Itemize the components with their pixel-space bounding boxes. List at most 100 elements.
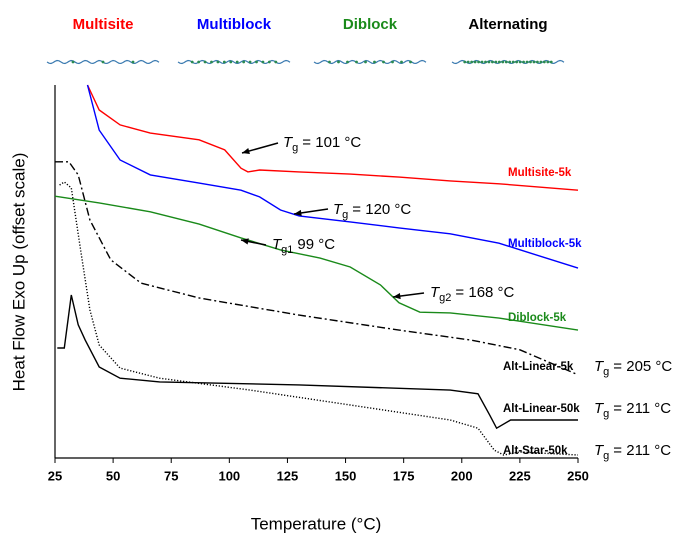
chain-unit — [515, 60, 519, 64]
chain-unit — [539, 60, 543, 64]
chain-unit — [274, 60, 278, 64]
tg-symbol: T — [594, 442, 605, 459]
chain-unit — [373, 60, 376, 64]
x-tick-label: 125 — [277, 468, 299, 483]
tg-annotation: Tg2 = 168 °C — [430, 284, 515, 304]
chain-unit — [391, 60, 394, 64]
tg-value: = 101 °C — [302, 134, 361, 151]
series-line — [55, 161, 579, 376]
tg-subscript: g — [603, 450, 609, 462]
chain-unit — [71, 60, 75, 64]
series-label: Diblock-5k — [508, 312, 567, 324]
series-label: Alt-Star-50k — [503, 445, 568, 457]
series-line — [86, 84, 579, 191]
tg-subscript: g — [603, 366, 609, 378]
chain-unit — [536, 60, 539, 64]
tg-value: 99 °C — [297, 236, 335, 253]
series-label: Alt-Linear-5k — [503, 361, 574, 373]
x-tick-label: 175 — [393, 468, 415, 483]
tg-subscript: g — [342, 209, 348, 221]
chain-unit — [532, 60, 536, 64]
chain-unit — [473, 60, 477, 64]
chain-unit — [484, 60, 487, 64]
chain-unit — [328, 60, 331, 64]
chain-icon — [451, 59, 565, 65]
chain-unit — [248, 60, 252, 64]
chain-unit — [255, 60, 258, 64]
legend-title: Diblock — [343, 16, 398, 33]
chain-unit — [216, 60, 220, 64]
x-tick-label: 200 — [451, 468, 473, 483]
chain-unit — [546, 60, 550, 64]
chain-unit — [400, 60, 403, 64]
chain-unit — [477, 60, 480, 64]
chain-unit — [242, 60, 246, 64]
chain-unit — [355, 60, 358, 64]
chain-unit — [337, 60, 340, 64]
chain-unit — [529, 60, 532, 64]
chain-unit — [463, 60, 467, 64]
tg-annotation: Tg = 211 °C — [594, 442, 671, 462]
chain-unit — [190, 60, 194, 64]
arrow-head — [393, 292, 401, 300]
chain-unit — [518, 60, 522, 64]
series-label: Multisite-5k — [508, 167, 572, 179]
x-tick-label: 150 — [335, 468, 357, 483]
chain-unit — [508, 60, 512, 64]
chain-unit — [235, 60, 239, 64]
series-line — [59, 181, 579, 456]
chain-icon — [313, 59, 427, 65]
chain-unit — [542, 60, 546, 64]
x-tick-label: 250 — [567, 468, 589, 483]
chain-unit — [131, 60, 135, 64]
tg-annotation: Tg = 211 °C — [594, 400, 671, 420]
chain-unit — [101, 60, 105, 64]
tg-annotation: Tg = 101 °C — [283, 134, 361, 154]
series-line — [86, 84, 579, 269]
chain-unit — [261, 60, 265, 64]
chain-unit — [222, 60, 226, 64]
tg-value: = 168 °C — [455, 284, 514, 301]
chain-unit — [504, 60, 508, 64]
y-axis-label: Heat Flow Exo Up (offset scale) — [9, 153, 28, 392]
tg-symbol: T — [333, 201, 344, 218]
chain-icon — [177, 59, 291, 65]
tg-subscript: g2 — [439, 292, 451, 304]
legend-title: Alternating — [468, 16, 547, 33]
chain-unit — [197, 60, 201, 64]
chain-unit — [229, 60, 233, 64]
tg-value: = 211 °C — [613, 400, 671, 417]
chain-unit — [525, 60, 529, 64]
chain-unit — [382, 60, 385, 64]
chain-unit — [480, 60, 484, 64]
series-line — [57, 294, 578, 430]
x-tick-label: 225 — [509, 468, 531, 483]
series-label: Alt-Linear-50k — [503, 403, 580, 415]
arrow-head — [241, 238, 249, 245]
arrow-head — [294, 209, 302, 217]
tg-value: = 120 °C — [352, 201, 411, 218]
tg-symbol: T — [272, 236, 283, 253]
arrow-head — [242, 148, 250, 155]
legend-title: Multiblock — [197, 16, 272, 33]
x-axis-label: Temperature (°C) — [251, 514, 382, 533]
series-label: Multiblock-5k — [508, 238, 582, 250]
tg-symbol: T — [283, 134, 294, 151]
tg-subscript: g — [603, 408, 609, 420]
chain-unit — [491, 60, 494, 64]
chain-unit — [267, 60, 271, 64]
chain-unit — [497, 60, 501, 64]
x-tick-label: 100 — [218, 468, 240, 483]
chain-unit — [210, 60, 213, 64]
tg-symbol: T — [594, 400, 605, 417]
x-tick-label: 75 — [164, 468, 178, 483]
chain-unit — [346, 60, 349, 64]
chain-unit — [549, 60, 553, 64]
tg-annotation: Tg = 120 °C — [333, 201, 411, 221]
chain-unit — [522, 60, 525, 64]
x-tick-label: 50 — [106, 468, 120, 483]
chain-unit — [203, 60, 207, 64]
chain-unit — [409, 60, 412, 64]
chain-unit — [501, 60, 505, 64]
